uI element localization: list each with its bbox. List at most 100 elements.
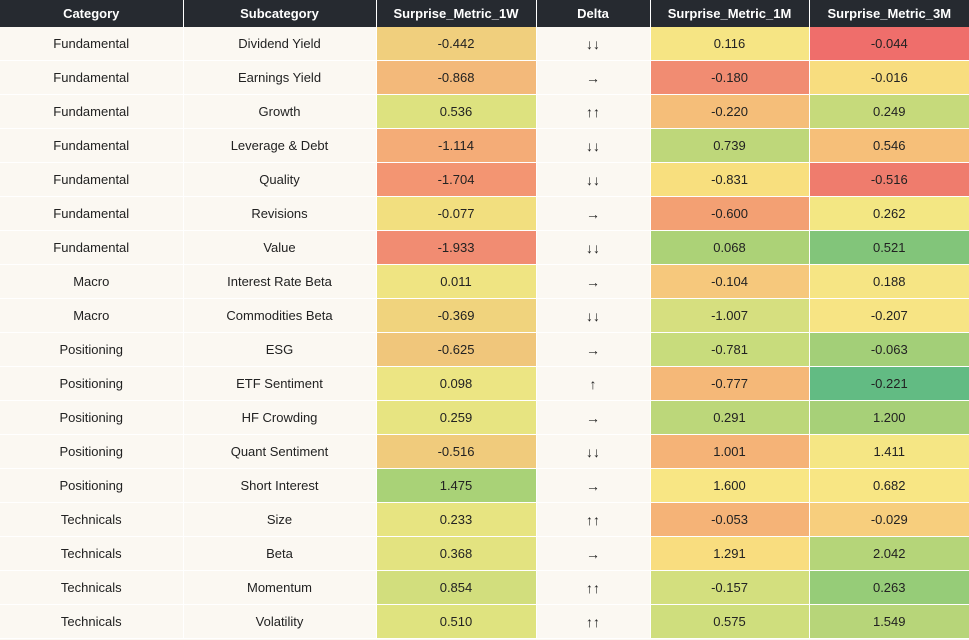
surprise-metric-3m-cell: -0.029 [809, 502, 969, 537]
surprise-metric-1w-cell: 0.536 [376, 94, 537, 129]
surprise-metric-3m-cell: 0.262 [809, 196, 969, 231]
delta-arrow-cell: → [536, 332, 651, 367]
delta-arrow-cell: ↓↓ [536, 298, 651, 333]
surprise-metric-3m-cell: 0.546 [809, 128, 969, 163]
category-cell: Technicals [0, 502, 184, 537]
surprise-metric-1w-cell: 0.510 [376, 604, 537, 639]
table-row: Technicals Momentum 0.854 ↑↑ -0.157 0.263 [0, 570, 969, 605]
table-body: Fundamental Dividend Yield -0.442 ↓↓ 0.116 -0… [0, 27, 969, 639]
surprise-metric-3m-cell: -0.063 [809, 332, 969, 367]
subcategory-cell: Interest Rate Beta [183, 264, 377, 299]
surprise-metric-1m-cell: 0.739 [650, 128, 810, 163]
surprise-metric-1w-cell: -0.077 [376, 196, 537, 231]
table-row: Technicals Size 0.233 ↑↑ -0.053 -0.029 [0, 502, 969, 537]
surprise-metric-1m-cell: -0.053 [650, 502, 810, 537]
surprise-metric-3m-cell: 0.682 [809, 468, 969, 503]
table-row: Fundamental Dividend Yield -0.442 ↓↓ 0.116 -0… [0, 27, 969, 61]
header-subcategory: Subcategory [183, 0, 377, 27]
category-cell: Macro [0, 298, 184, 333]
delta-arrow-cell: → [536, 264, 651, 299]
surprise-metric-1m-cell: 0.116 [650, 27, 810, 61]
table-row: Fundamental Earnings Yield -0.868 → -0.180 -0… [0, 60, 969, 95]
subcategory-cell: Momentum [183, 570, 377, 605]
surprise-metric-1w-cell: -0.625 [376, 332, 537, 367]
surprise-metric-1w-cell: -0.369 [376, 298, 537, 333]
surprise-metric-3m-cell: 0.521 [809, 230, 969, 265]
surprise-metric-1m-cell: 0.068 [650, 230, 810, 265]
surprise-metric-1w-cell: 0.854 [376, 570, 537, 605]
surprise-metric-3m-cell: -0.516 [809, 162, 969, 197]
table-row: Macro Interest Rate Beta 0.011 → -0.104 0.188 [0, 264, 969, 299]
surprise-metric-1m-cell: -0.157 [650, 570, 810, 605]
surprise-metric-1w-cell: 0.098 [376, 366, 537, 401]
surprise-metric-1m-cell: -0.781 [650, 332, 810, 367]
subcategory-cell: Dividend Yield [183, 27, 377, 61]
subcategory-cell: Quality [183, 162, 377, 197]
surprise-metric-1m-cell: 1.001 [650, 434, 810, 469]
surprise-metric-1w-cell: 0.259 [376, 400, 537, 435]
table-row: Fundamental Leverage & Debt -1.114 ↓↓ 0.739 0… [0, 128, 969, 163]
category-cell: Fundamental [0, 162, 184, 197]
delta-arrow-cell: ↑↑ [536, 94, 651, 129]
category-cell: Fundamental [0, 94, 184, 129]
table-row: Fundamental Quality -1.704 ↓↓ -0.831 -0.516 [0, 162, 969, 197]
surprise-metric-1m-cell: -0.777 [650, 366, 810, 401]
table-row: Positioning ETF Sentiment 0.098 ↑ -0.777 -0.2… [0, 366, 969, 401]
surprise-metric-3m-cell: 0.249 [809, 94, 969, 129]
surprise-metric-3m-cell: -0.044 [809, 27, 969, 61]
delta-arrow-cell: → [536, 400, 651, 435]
subcategory-cell: Volatility [183, 604, 377, 639]
category-cell: Positioning [0, 468, 184, 503]
surprise-metric-1m-cell: 0.291 [650, 400, 810, 435]
category-cell: Positioning [0, 366, 184, 401]
subcategory-cell: HF Crowding [183, 400, 377, 435]
surprise-metric-1w-cell: -1.704 [376, 162, 537, 197]
category-cell: Technicals [0, 536, 184, 571]
surprise-metric-1w-cell: -0.868 [376, 60, 537, 95]
subcategory-cell: ETF Sentiment [183, 366, 377, 401]
category-cell: Technicals [0, 604, 184, 639]
surprise-metric-3m-cell: 0.188 [809, 264, 969, 299]
subcategory-cell: Beta [183, 536, 377, 571]
surprise-metric-3m-cell: -0.207 [809, 298, 969, 333]
table-row: Positioning ESG -0.625 → -0.781 -0.063 [0, 332, 969, 367]
category-cell: Fundamental [0, 60, 184, 95]
surprise-metric-3m-cell: 0.263 [809, 570, 969, 605]
surprise-metric-1m-cell: -0.600 [650, 196, 810, 231]
delta-arrow-cell: → [536, 60, 651, 95]
table-row: Positioning Quant Sentiment -0.516 ↓↓ 1.001 1… [0, 434, 969, 469]
subcategory-cell: Short Interest [183, 468, 377, 503]
header-category: Category [0, 0, 184, 27]
category-cell: Fundamental [0, 128, 184, 163]
delta-arrow-cell: ↓↓ [536, 162, 651, 197]
delta-arrow-cell: ↓↓ [536, 27, 651, 61]
table-row: Macro Commodities Beta -0.369 ↓↓ -1.007 -0.20… [0, 298, 969, 333]
surprise-metric-1m-cell: -0.104 [650, 264, 810, 299]
header-surprise-metric-3m: Surprise_Metric_3M [809, 0, 969, 27]
subcategory-cell: Quant Sentiment [183, 434, 377, 469]
subcategory-cell: Earnings Yield [183, 60, 377, 95]
subcategory-cell: ESG [183, 332, 377, 367]
surprise-metric-1w-cell: -1.933 [376, 230, 537, 265]
header-surprise-metric-1w: Surprise_Metric_1W [376, 0, 537, 27]
table-row: Positioning Short Interest 1.475 → 1.600 0.68… [0, 468, 969, 503]
category-cell: Fundamental [0, 196, 184, 231]
surprise-metric-1m-cell: -0.220 [650, 94, 810, 129]
subcategory-cell: Leverage & Debt [183, 128, 377, 163]
delta-arrow-cell: → [536, 196, 651, 231]
delta-arrow-cell: ↓↓ [536, 128, 651, 163]
surprise-metric-1w-cell: -1.114 [376, 128, 537, 163]
surprise-metric-1m-cell: -1.007 [650, 298, 810, 333]
category-cell: Positioning [0, 400, 184, 435]
surprise-metric-1w-cell: 0.233 [376, 502, 537, 537]
delta-arrow-cell: → [536, 468, 651, 503]
delta-arrow-cell: ↓↓ [536, 230, 651, 265]
subcategory-cell: Growth [183, 94, 377, 129]
category-cell: Positioning [0, 434, 184, 469]
delta-arrow-cell: ↑↑ [536, 604, 651, 639]
category-cell: Technicals [0, 570, 184, 605]
header-surprise-metric-1m: Surprise_Metric_1M [650, 0, 810, 27]
surprise-metric-1m-cell: -0.831 [650, 162, 810, 197]
surprise-metric-3m-cell: -0.221 [809, 366, 969, 401]
